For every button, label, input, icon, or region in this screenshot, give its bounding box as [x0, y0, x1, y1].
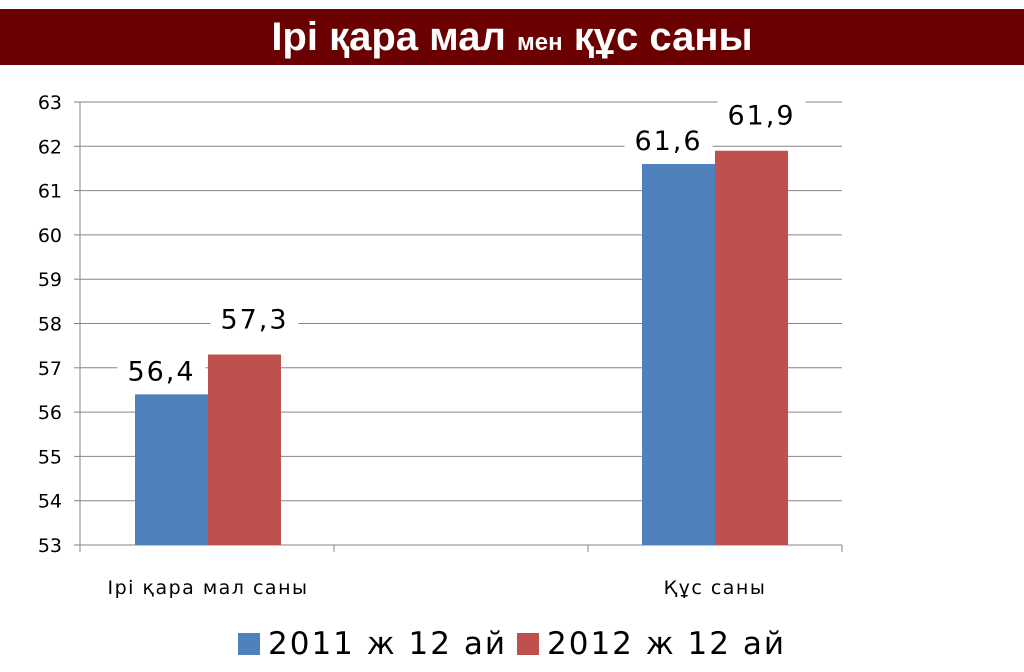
y-tick-label: 63 — [38, 92, 62, 114]
title-main-part: Ірі қара мал — [271, 15, 506, 59]
data-label: 57,3 — [220, 305, 288, 336]
title-end-part: құс саны — [573, 15, 753, 59]
y-tick-label: 60 — [38, 225, 62, 247]
y-tick-label: 56 — [38, 402, 62, 424]
data-label: 61,6 — [634, 126, 702, 157]
data-label-bg — [210, 304, 299, 337]
data-label: 56,4 — [127, 356, 195, 387]
data-label-bg — [624, 126, 713, 159]
legend-item-2011: 2011 ж 12 ай — [238, 626, 507, 662]
x-category-label: Құс саны — [664, 577, 767, 599]
y-tick-label: 57 — [38, 358, 62, 380]
slide-title: Ірі қара мал мен құс саны — [0, 9, 1024, 65]
legend-label-2011: 2011 ж 12 ай — [268, 626, 507, 662]
bar-chart: 53 54 55 56 57 58 59 60 61 62 63 56,4 61,6 57,3 61,9 Ір… — [38, 92, 843, 599]
y-tick-label: 61 — [38, 181, 62, 203]
bar — [208, 354, 281, 545]
data-label-bg — [717, 100, 806, 133]
title-small-part: мен — [517, 29, 563, 56]
y-tick-label: 54 — [38, 491, 62, 513]
legend-swatch-2011 — [238, 633, 261, 655]
x-category-label: Ірі қара мал саны — [107, 577, 308, 599]
y-tick-label: 53 — [38, 535, 62, 557]
y-tick-label: 58 — [38, 314, 62, 336]
bar — [135, 394, 208, 545]
legend-item-2012: 2012 ж 12 ай — [517, 626, 786, 662]
y-tick-label: 62 — [38, 136, 62, 158]
legend: 2011 ж 12 ай 2012 ж 12 ай — [0, 624, 1024, 664]
y-tick-label: 55 — [38, 446, 62, 468]
legend-label-2012: 2012 ж 12 ай — [547, 626, 786, 662]
bar — [642, 164, 715, 545]
legend-swatch-2012 — [517, 633, 539, 655]
y-tick-label: 59 — [38, 269, 62, 291]
data-label-bg — [117, 356, 206, 389]
bar — [715, 150, 788, 546]
data-label: 61,9 — [727, 101, 795, 132]
